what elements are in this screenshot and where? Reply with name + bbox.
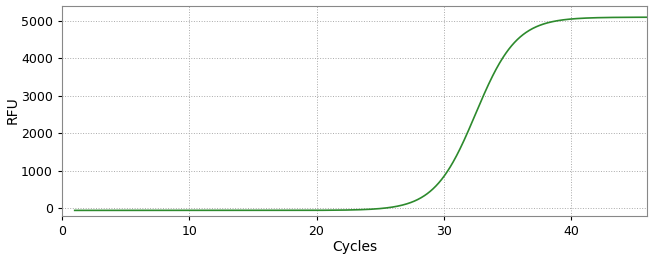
X-axis label: Cycles: Cycles xyxy=(332,240,377,255)
Y-axis label: RFU: RFU xyxy=(6,97,20,125)
